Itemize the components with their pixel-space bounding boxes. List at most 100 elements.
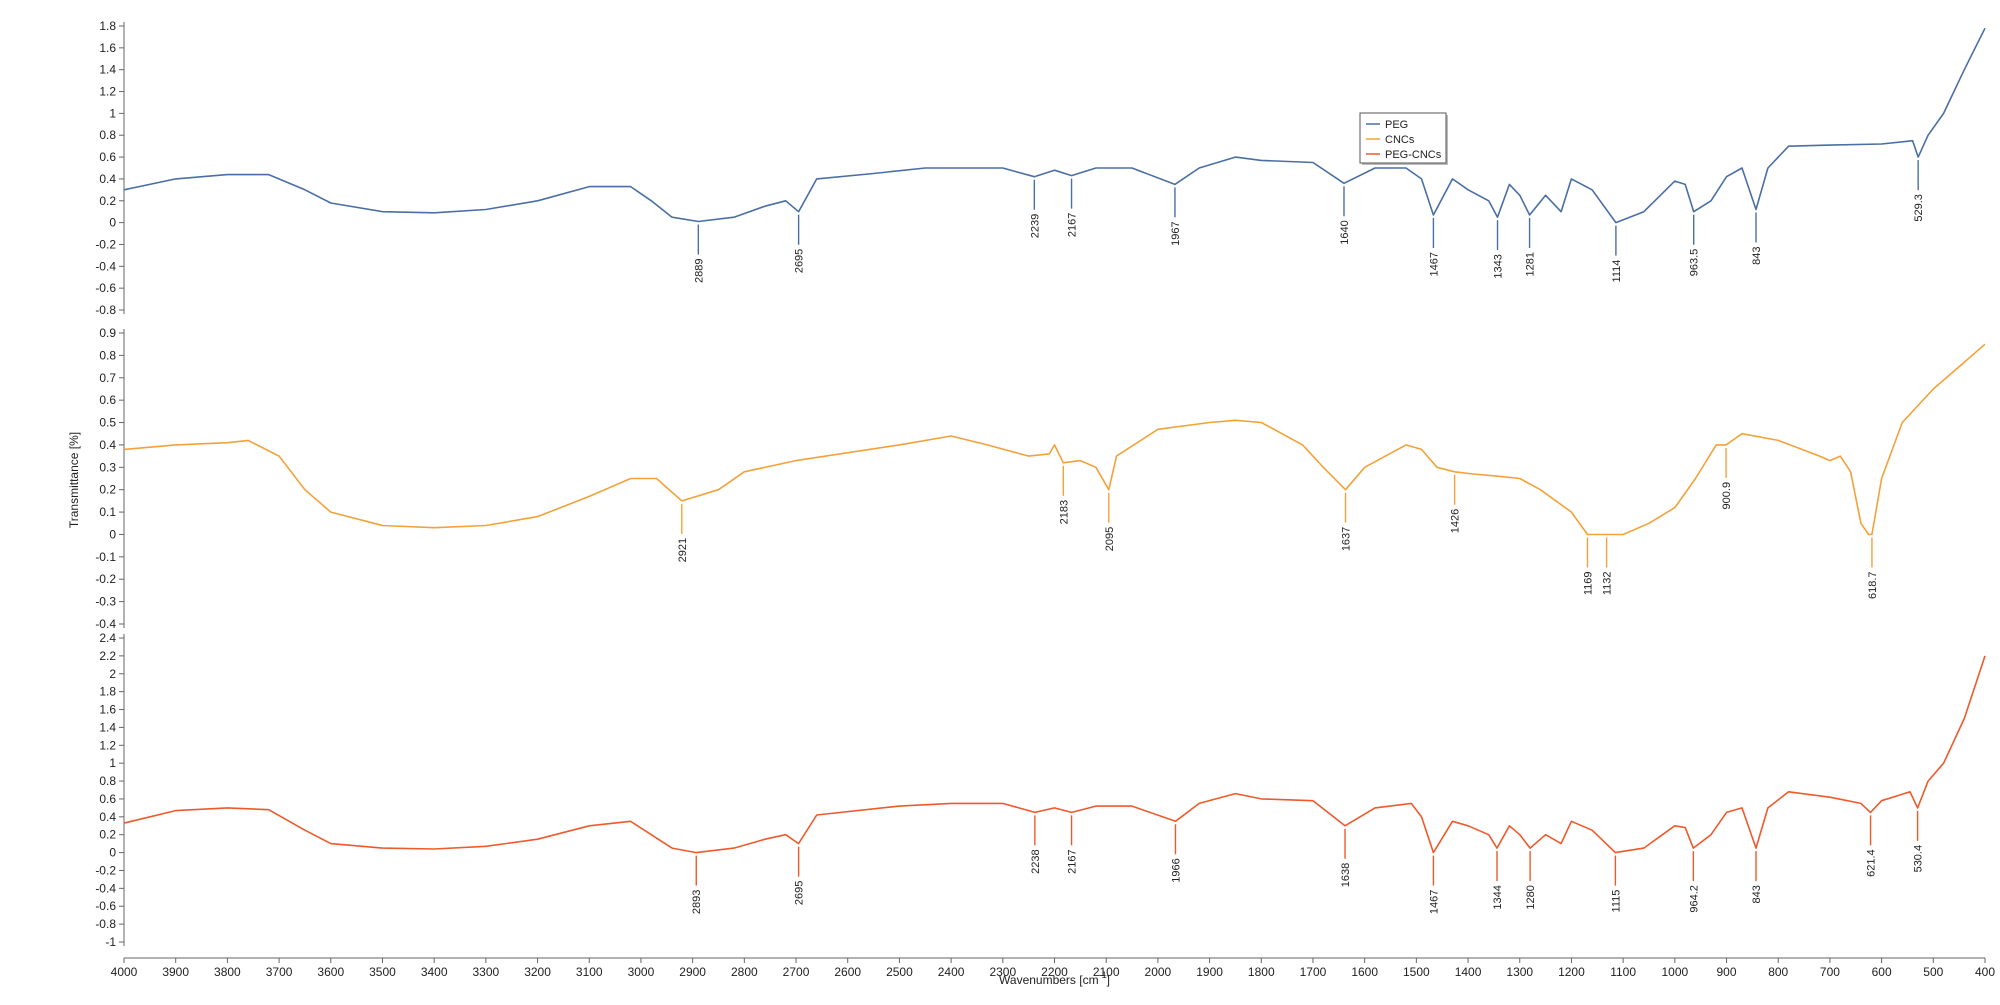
y-tick-label: 0: [109, 216, 116, 230]
y-tick-label: -0.8: [95, 917, 116, 931]
x-tick-label: 1000: [1661, 965, 1688, 979]
peak-label: 2167: [1067, 213, 1079, 237]
peak-label: 1426: [1450, 509, 1462, 533]
y-tick-label: 0.2: [99, 483, 116, 497]
peak-label: 1344: [1492, 885, 1504, 909]
peak-label: 2183: [1058, 500, 1070, 524]
y-tick-label: -0.2: [95, 572, 116, 586]
peak-label: 1637: [1341, 527, 1353, 551]
panels-layer: 1.8 1.6 1.4 1.2 1 0.8 0.6 0.4 0.2 0 -0.2 -0.4 -0.6 -0…: [95, 19, 1986, 949]
y-tick-label: -0.8: [95, 303, 116, 317]
x-tick-label: 3900: [162, 965, 189, 979]
y-tick-label: -0.6: [95, 899, 116, 913]
y-tick-label: -0.2: [95, 863, 116, 877]
x-axis-title: Wavenumbers [cm-1]: [999, 970, 1110, 987]
y-tick-label: 1.6: [99, 41, 116, 55]
legend-label: PEG-CNCs: [1385, 149, 1442, 161]
y-tick-label: 0.2: [99, 828, 116, 842]
x-tick-label: 2500: [886, 965, 913, 979]
y-tick-label: 1.6: [99, 703, 116, 717]
x-tick-label: 2300: [989, 965, 1016, 979]
x-tick-label: 1600: [1351, 965, 1378, 979]
y-tick-label: 0.2: [99, 194, 116, 208]
peak-label: 843: [1751, 885, 1763, 903]
peak-label: 1966: [1170, 858, 1182, 882]
peak-label: 843: [1751, 247, 1763, 265]
x-tick-label: 3700: [266, 965, 293, 979]
peak-label: 2167: [1067, 849, 1079, 873]
x-tick-label: 2800: [731, 965, 758, 979]
x-tick-label: 3500: [369, 965, 396, 979]
peak-label: 2239: [1029, 214, 1041, 238]
panel-cncs: 0.9 0.8 0.7 0.6 0.5 0.4 0.3 0.2 0.1 0 -0.1 -0.2 -0.3…: [95, 326, 1986, 631]
x-tick-label: 900: [1717, 965, 1737, 979]
x-tick-label: 3600: [317, 965, 344, 979]
y-tick-label: 2: [109, 667, 116, 681]
peak-label: 1169: [1582, 571, 1594, 595]
y-tick-label: 1.2: [99, 85, 116, 99]
peak-label: 1281: [1525, 252, 1537, 276]
peak-label: 529.3: [1913, 194, 1925, 222]
x-tick-label: 1400: [1455, 965, 1482, 979]
x-tick-label: 500: [1923, 965, 1943, 979]
y-tick-label: 0.4: [99, 810, 116, 824]
peak-label: 964.2: [1688, 885, 1700, 913]
x-axis-title-end: ]: [1107, 973, 1110, 987]
peak-label: 1467: [1428, 252, 1440, 276]
y-tick-label: -0.6: [95, 281, 116, 295]
y-tick-label: 0.1: [99, 505, 116, 519]
y-tick-label: 0.6: [99, 393, 116, 407]
x-tick-label: 400: [1975, 965, 1995, 979]
peak-label: 1967: [1170, 221, 1182, 245]
y-tick-label: 0.3: [99, 460, 116, 474]
peak-label: 1343: [1493, 254, 1505, 278]
peak-label: 2893: [691, 890, 703, 914]
legend-label: CNCs: [1385, 134, 1415, 146]
y-tick-label: 0.8: [99, 774, 116, 788]
peak-label: 1467: [1428, 890, 1440, 914]
x-tick-label: 700: [1820, 965, 1840, 979]
panel-peg: 1.8 1.6 1.4 1.2 1 0.8 0.6 0.4 0.2 0 -0.2 -0.4 -0.6 -0…: [95, 19, 1986, 317]
x-tick-label: 4000: [111, 965, 138, 979]
y-tick-label: -0.3: [95, 595, 116, 609]
y-tick-label: 0.4: [99, 438, 116, 452]
peak-label: 621.4: [1866, 849, 1878, 877]
y-tick-label: -0.2: [95, 237, 116, 251]
x-tick-label: 2900: [679, 965, 706, 979]
x-tick-label: 1900: [1196, 965, 1223, 979]
x-tick-label: 1100: [1610, 965, 1636, 979]
x-axis-title-main: Wavenumbers [cm: [999, 973, 1099, 987]
peak-label: 963.5: [1689, 249, 1701, 277]
y-tick-label: -1: [105, 935, 116, 949]
y-tick-label: -0.4: [95, 617, 116, 631]
y-tick-label: 0.4: [99, 172, 116, 186]
y-tick-label: 1: [109, 756, 116, 770]
y-tick-label: 0: [109, 846, 116, 860]
y-tick-label: 2.2: [99, 649, 116, 663]
x-tick-label: 800: [1768, 965, 1788, 979]
y-tick-label: 0.7: [99, 371, 116, 385]
peak-label: 530.4: [1913, 845, 1925, 873]
x-tick-label: 2100: [1093, 965, 1120, 979]
y-tick-label: 1.2: [99, 738, 116, 752]
y-tick-label: -0.4: [95, 881, 116, 895]
x-tick-label: 1800: [1248, 965, 1275, 979]
peak-label: 1115: [1610, 890, 1622, 913]
legend-label: PEG: [1385, 119, 1408, 131]
series-line-peg: [123, 27, 1986, 224]
y-tick-label: 2.4: [99, 631, 116, 645]
x-tick-label: 2000: [1145, 965, 1172, 979]
x-tick-label: 3300: [473, 965, 500, 979]
peak-label: 1638: [1340, 863, 1352, 887]
peak-label: 2238: [1030, 849, 1042, 873]
peak-label: 2095: [1104, 527, 1116, 551]
y-tick-label: 0.6: [99, 792, 116, 806]
x-tick-label: 3100: [576, 965, 603, 979]
x-tick-label: 1700: [1300, 965, 1327, 979]
y-tick-label: 0.5: [99, 416, 116, 430]
y-tick-label: -0.4: [95, 259, 116, 273]
peak-label: 900.9: [1721, 482, 1733, 510]
x-tick-label: 2600: [834, 965, 861, 979]
x-tick-label: 3200: [524, 965, 551, 979]
